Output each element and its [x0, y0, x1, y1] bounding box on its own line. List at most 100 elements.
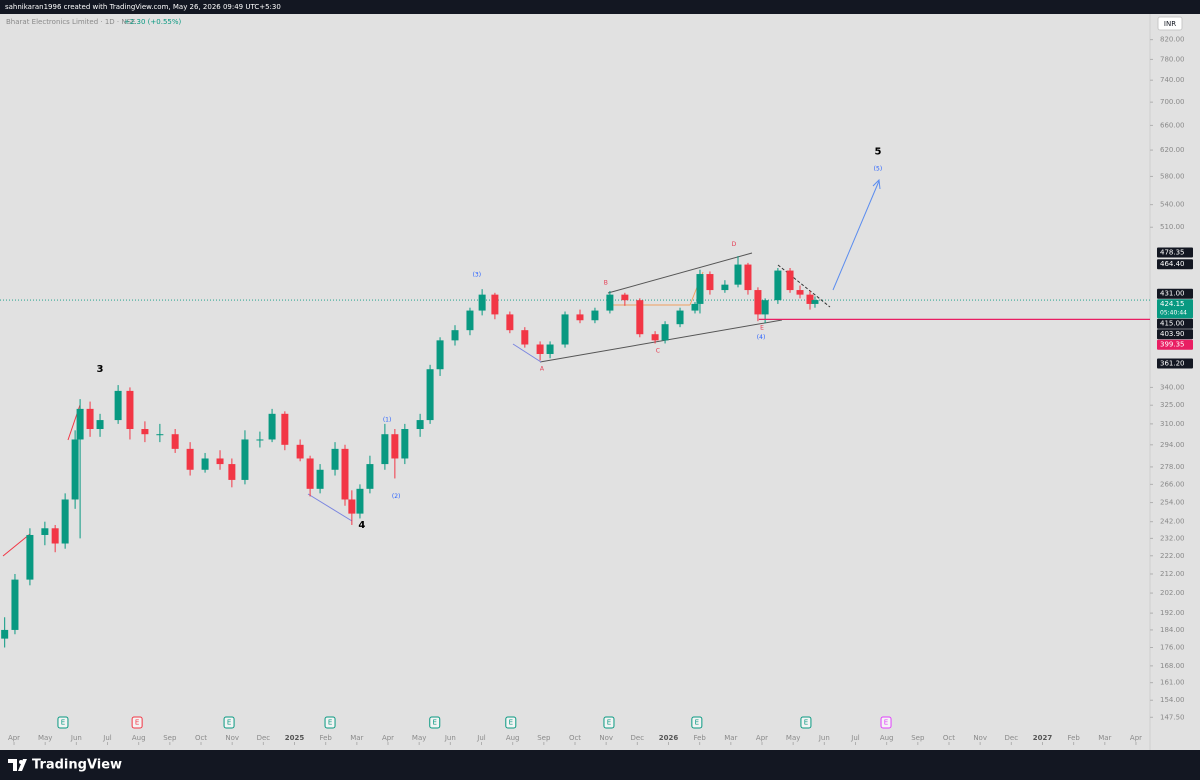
x-tick-label: Dec [1005, 734, 1019, 742]
wave-label: (3) [473, 271, 482, 278]
candle-body [86, 408, 94, 430]
y-tick-label: 340.00 [1160, 383, 1185, 391]
y-tick-label: 310.00 [1160, 420, 1185, 428]
wave-label: (4) [757, 334, 766, 341]
event-label: E [509, 719, 513, 727]
wave-line [2, 533, 31, 557]
candle-body [61, 499, 69, 544]
price-label: 415.00 [1160, 320, 1185, 328]
x-tick-label: Jun [70, 734, 82, 742]
candle-body [806, 294, 814, 304]
wave-label: (2) [392, 493, 401, 500]
candle-body [451, 330, 459, 341]
candle-body [426, 369, 434, 421]
brand: TradingView [32, 758, 122, 773]
currency-box[interactable] [1157, 16, 1183, 31]
event-icon[interactable] [691, 716, 703, 729]
candle-body [186, 448, 194, 470]
price-label: 424.15 [1160, 300, 1185, 308]
countdown: 05:40:44 [1160, 310, 1187, 317]
logo-dot [19, 760, 23, 764]
candle-body [761, 300, 769, 315]
x-tick-label: Oct [943, 734, 955, 742]
candle-body [41, 528, 49, 535]
candle-body [331, 448, 339, 470]
y-tick-label: 161.00 [1160, 679, 1185, 687]
y-tick-label: 232.00 [1160, 534, 1185, 542]
x-tick-label: Aug [132, 734, 146, 742]
candle-body [576, 314, 584, 321]
wave-label: C [656, 347, 660, 354]
x-tick-label: Mar [724, 734, 737, 742]
y-tick-label: 154.00 [1160, 696, 1185, 704]
y-tick-label: 740.00 [1160, 76, 1185, 84]
y-tick-label: 176.00 [1160, 643, 1185, 651]
channel-upper [607, 252, 753, 294]
symbol-title: Bharat Electronics Limited · 1D · NSE [6, 18, 135, 26]
event-icon[interactable] [505, 716, 517, 729]
x-tick-label: Dec [631, 734, 645, 742]
candle-body [491, 294, 499, 315]
y-tick-label: 168.00 [1160, 662, 1185, 670]
candle-body [201, 458, 209, 470]
candle-body [521, 330, 529, 345]
y-tick-label: 325.00 [1160, 401, 1185, 409]
candle-body [796, 290, 804, 295]
candle-body [401, 429, 409, 459]
event-icon[interactable] [131, 716, 143, 729]
event-label: E [804, 719, 808, 727]
x-tick-label: Feb [1067, 734, 1080, 742]
price-label-box [1157, 288, 1193, 299]
candle-body [706, 274, 714, 291]
price-label-box [1157, 259, 1193, 270]
currency[interactable]: INR [1164, 20, 1176, 28]
candle-body [546, 344, 554, 354]
x-tick-label: Jul [476, 734, 486, 742]
x-tick-label: Jun [818, 734, 830, 742]
credit: sahnikaran1996 created with TradingView.… [5, 3, 281, 11]
y-tick-label: 147.50 [1160, 713, 1185, 721]
event-icon[interactable] [324, 716, 336, 729]
event-label: E [607, 719, 611, 727]
chart-background [0, 14, 1200, 750]
y-tick-label: 540.00 [1160, 201, 1185, 209]
event-icon[interactable] [223, 716, 235, 729]
y-tick-label: 202.00 [1160, 589, 1185, 597]
wave-label: 4 [358, 520, 365, 531]
x-tick-label: 2026 [659, 734, 679, 742]
candle-body [281, 413, 289, 445]
price-label: 464.40 [1160, 260, 1185, 268]
candle-body [676, 310, 684, 325]
event-icon[interactable] [880, 716, 892, 729]
event-icon[interactable] [429, 716, 441, 729]
candle-body [156, 434, 164, 436]
candle-body [661, 324, 669, 341]
x-tick-label: Sep [911, 734, 925, 742]
x-tick-label: Apr [756, 734, 768, 742]
candle-body [506, 314, 514, 331]
event-icon[interactable] [57, 716, 69, 729]
candle-body [591, 310, 599, 321]
x-tick-label: Dec [257, 734, 271, 742]
candle-body [774, 270, 782, 301]
change: +2.30 (+0.55%) [124, 18, 182, 26]
candle-body [696, 274, 704, 304]
wave-label: 3 [97, 364, 104, 375]
y-tick-label: 780.00 [1160, 55, 1185, 63]
y-tick-label: 580.00 [1160, 172, 1185, 180]
x-tick-label: Mar [1098, 734, 1111, 742]
x-tick-label: May [38, 734, 52, 742]
logo: TradingView [8, 758, 122, 773]
candle-body [141, 429, 149, 435]
candle-body [366, 464, 374, 489]
event-icon[interactable] [800, 716, 812, 729]
x-tick-label: 2027 [1033, 734, 1053, 742]
y-tick-label: 820.00 [1160, 36, 1185, 44]
x-tick-label: Apr [382, 734, 394, 742]
candle-body [416, 420, 424, 430]
event-icon[interactable] [603, 716, 615, 729]
x-tick-label: Jul [850, 734, 860, 742]
channel-lower [539, 319, 783, 363]
x-tick-label: Aug [880, 734, 894, 742]
